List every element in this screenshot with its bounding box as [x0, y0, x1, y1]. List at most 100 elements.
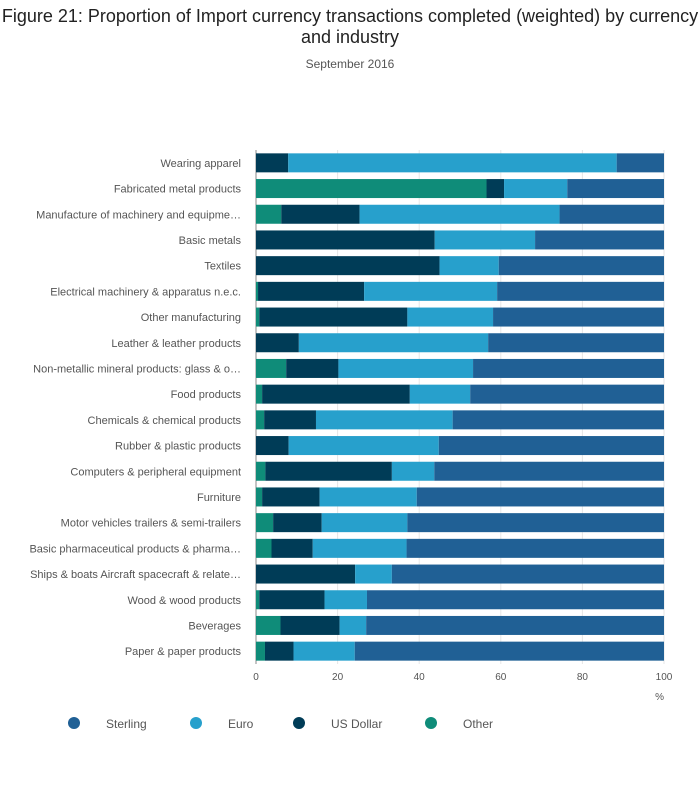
category-label: Other manufacturing — [141, 312, 241, 324]
gridlines — [255, 150, 665, 664]
bar-segment[interactable] — [256, 179, 487, 199]
bar-segment[interactable] — [286, 358, 339, 378]
bar-segment[interactable] — [298, 333, 489, 353]
x-axis-ticks: 0 20 40 60 80 100 — [253, 672, 673, 683]
bar-segment[interactable] — [321, 513, 408, 533]
legend-label: Other — [463, 717, 493, 731]
bar-segment[interactable] — [256, 384, 263, 404]
bar-segment[interactable] — [273, 513, 322, 533]
bar-segment[interactable] — [339, 615, 367, 635]
bar-segment[interactable] — [288, 436, 439, 456]
category-labels: Wearing apparel Fabricated metal products… — [29, 158, 241, 658]
legend-item[interactable]: Other — [425, 717, 493, 731]
category-label: Paper & paper products — [125, 646, 242, 658]
bar-segment[interactable] — [559, 204, 664, 224]
bar-segment[interactable] — [262, 384, 410, 404]
legend-item[interactable]: Sterling — [68, 717, 147, 731]
bar-segment[interactable] — [434, 461, 664, 481]
chart-subtitle: September 2016 — [305, 57, 395, 71]
bar-segment[interactable] — [256, 461, 266, 481]
bar-segment[interactable] — [256, 487, 263, 507]
x-tick-label: 80 — [577, 672, 589, 683]
category-label: Computers & peripheral equipment — [70, 466, 241, 478]
bar-segment[interactable] — [315, 410, 453, 430]
bar-segment[interactable] — [256, 410, 265, 430]
category-label: Manufacture of machinery and equipme… — [36, 209, 241, 221]
bar-segment[interactable] — [486, 179, 505, 199]
bar-segment[interactable] — [498, 256, 664, 276]
bar-segment[interactable] — [256, 230, 435, 250]
bar-segment[interactable] — [259, 307, 408, 327]
bar-segment[interactable] — [281, 204, 360, 224]
bar-segment[interactable] — [452, 410, 664, 430]
legend-item[interactable]: Euro — [190, 717, 254, 731]
legend-item[interactable]: US Dollar — [293, 717, 382, 731]
bar-segment[interactable] — [256, 256, 440, 276]
bar-segment[interactable] — [493, 307, 664, 327]
bar-segment[interactable] — [280, 615, 340, 635]
bar-segment[interactable] — [470, 384, 664, 404]
bar-segment[interactable] — [256, 307, 260, 327]
category-label: Basic metals — [179, 235, 242, 247]
bar-segment[interactable] — [407, 307, 494, 327]
bar-segment[interactable] — [271, 538, 313, 558]
bar-segment[interactable] — [391, 461, 435, 481]
bar-segment[interactable] — [319, 487, 417, 507]
bar-segment[interactable] — [434, 230, 536, 250]
bar-segment[interactable] — [359, 204, 560, 224]
bar-segment[interactable] — [264, 641, 294, 661]
bar-segment[interactable] — [354, 641, 664, 661]
bar-segment[interactable] — [258, 281, 365, 301]
bar-segment[interactable] — [406, 538, 664, 558]
bar-segment[interactable] — [391, 564, 664, 584]
category-label: Leather & leather products — [111, 338, 241, 350]
bar-segment[interactable] — [293, 641, 355, 661]
bar-segment[interactable] — [324, 590, 367, 610]
bar-segment[interactable] — [288, 153, 617, 173]
bar-segment[interactable] — [264, 410, 316, 430]
bar-segment[interactable] — [504, 179, 568, 199]
x-tick-label: 20 — [332, 672, 344, 683]
bar-segment[interactable] — [473, 358, 664, 378]
bar-segment[interactable] — [312, 538, 407, 558]
legend-swatch — [68, 717, 80, 729]
bar-segment[interactable] — [616, 153, 664, 173]
bar-segment[interactable] — [256, 538, 272, 558]
bar-segment[interactable] — [364, 281, 498, 301]
category-label: Fabricated metal products — [114, 184, 242, 196]
bar-segment[interactable] — [338, 358, 474, 378]
bar-segment[interactable] — [256, 590, 260, 610]
bar-segment[interactable] — [256, 153, 289, 173]
bar-segment[interactable] — [256, 358, 287, 378]
x-tick-label: 60 — [495, 672, 507, 683]
bar-segment[interactable] — [416, 487, 664, 507]
bar-segment[interactable] — [409, 384, 471, 404]
bar-segment[interactable] — [256, 281, 259, 301]
bar-segment[interactable] — [497, 281, 664, 301]
bar-segment[interactable] — [259, 590, 325, 610]
bar-segment[interactable] — [567, 179, 664, 199]
bar-segment[interactable] — [407, 513, 664, 533]
bar-segment[interactable] — [535, 230, 664, 250]
bar-segment[interactable] — [256, 564, 356, 584]
bar-segment[interactable] — [256, 615, 281, 635]
bar-segment[interactable] — [265, 461, 392, 481]
bar-segment[interactable] — [488, 333, 664, 353]
bar-segment[interactable] — [438, 436, 664, 456]
bar-segment[interactable] — [256, 513, 274, 533]
bar-segment[interactable] — [256, 436, 289, 456]
bars — [256, 153, 664, 661]
bar-segment[interactable] — [366, 615, 664, 635]
category-label: Non-metallic mineral products: glass & o… — [33, 363, 241, 375]
bar-segment[interactable] — [439, 256, 499, 276]
bar-segment[interactable] — [262, 487, 320, 507]
legend-swatch — [425, 717, 437, 729]
bar-segment[interactable] — [366, 590, 664, 610]
category-label: Chemicals & chemical products — [88, 415, 242, 427]
x-axis-label: % — [655, 692, 664, 703]
bar-segment[interactable] — [355, 564, 392, 584]
bar-segment[interactable] — [256, 204, 282, 224]
x-tick-label: 40 — [414, 672, 426, 683]
bar-segment[interactable] — [256, 333, 299, 353]
bar-segment[interactable] — [256, 641, 265, 661]
